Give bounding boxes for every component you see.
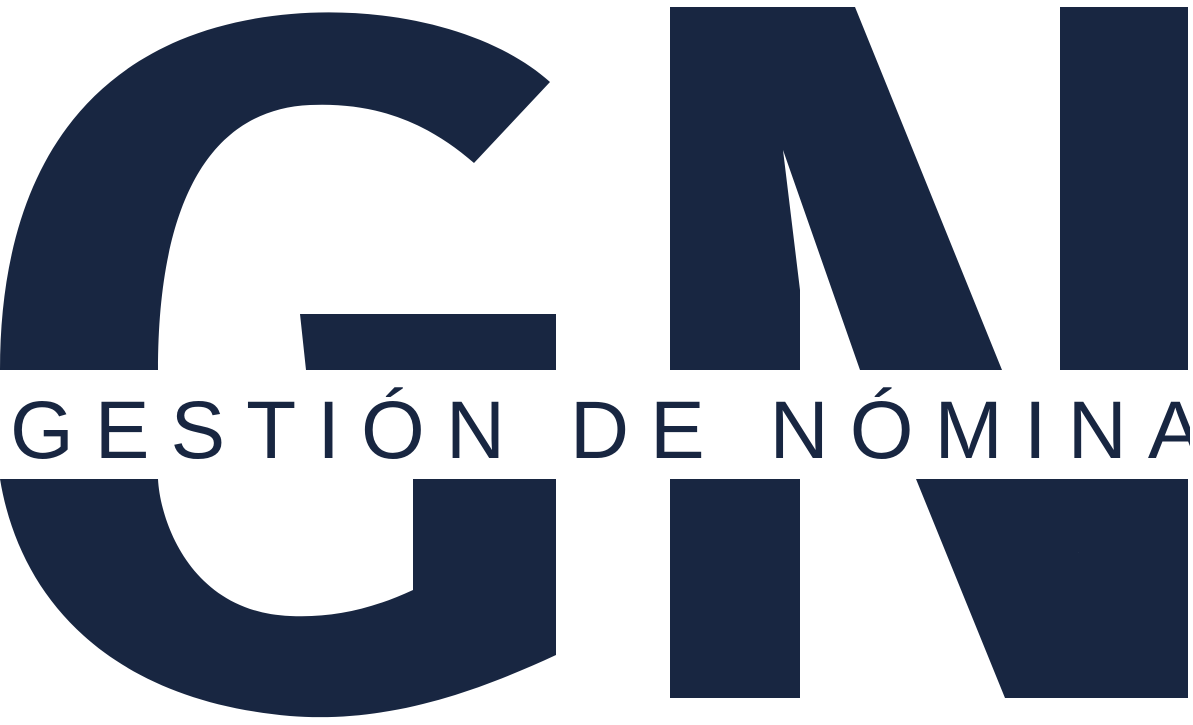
brand-wordmark: GESTIÓN DE NÓMINA [10, 386, 1190, 476]
letter-g-shape [0, 12, 556, 718]
wordmark-band [0, 370, 1193, 479]
letter-n-shape [670, 7, 1188, 698]
